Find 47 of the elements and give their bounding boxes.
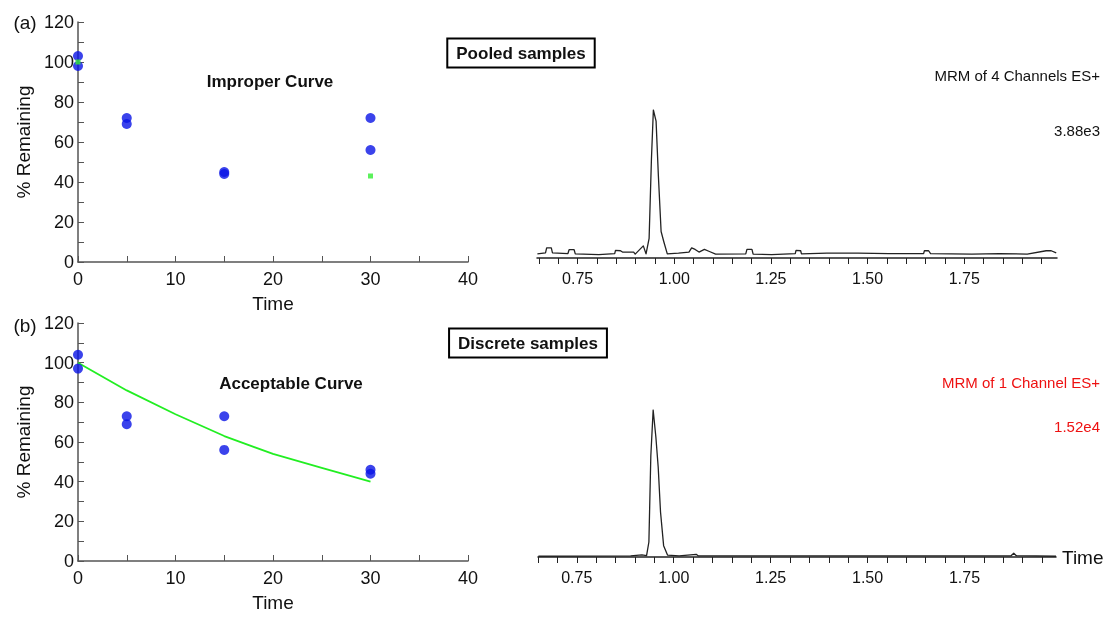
y-tick-label: 120	[43, 313, 74, 333]
y-axis-title: % Remaining	[13, 85, 34, 199]
y-tick-label: 80	[53, 92, 74, 112]
x-tick-label: 1.75	[948, 568, 981, 586]
x-axis-title: Time	[252, 592, 294, 613]
y-tick-label: 100	[43, 352, 74, 373]
x-tick-label: 1.25	[755, 568, 787, 586]
x-tick-label: 20	[262, 568, 284, 588]
annotation: 3.88e3	[1054, 121, 1100, 139]
x-tick-label: 20	[262, 269, 284, 289]
y-axis-title: % Remaining	[13, 385, 34, 499]
y-tick-label: 40	[53, 172, 74, 192]
y-tick-label: 100	[43, 52, 74, 72]
y-tick-label: 20	[53, 212, 74, 232]
y-tick-label: 0	[63, 551, 74, 571]
text: MRM of 4 Channels ES+	[934, 66, 1101, 84]
x-tick-label: 40	[457, 568, 479, 588]
x-axis-title: Time	[1062, 546, 1104, 568]
y-tick-label: 60	[53, 432, 74, 452]
annotation: Pooled samples	[456, 43, 586, 63]
x-tick-label: 1.50	[852, 568, 884, 586]
x-tick-label: 0.75	[562, 269, 594, 287]
annotation: Acceptable Curve	[219, 373, 363, 393]
text: (a)	[13, 11, 37, 33]
x-tick-label: 10	[165, 568, 186, 588]
y-tick-label: 60	[53, 132, 74, 152]
x-tick-label: 1.75	[948, 269, 980, 287]
x-tick-label: 40	[457, 269, 479, 289]
y-tick-label: 40	[53, 471, 74, 492]
x-axis-title: Time	[252, 293, 294, 314]
y-tick-label: 20	[53, 511, 74, 532]
x-tick-label: 30	[360, 568, 381, 588]
text: MRM of 1 Channel ES+	[942, 373, 1101, 391]
x-tick-label: 30	[360, 269, 381, 289]
x-tick-label: 1.25	[755, 269, 787, 287]
text: (b)	[13, 314, 37, 336]
y-tick-label: 120	[43, 12, 74, 32]
x-tick-label: 1.00	[658, 568, 690, 586]
x-tick-label: 1.50	[851, 269, 884, 287]
annotation: Improper Curve	[206, 71, 334, 91]
annotation: 1.52e4	[1054, 417, 1100, 435]
x-tick-label: 10	[165, 269, 186, 289]
annotation: Discrete samples	[458, 333, 598, 353]
y-tick-label: 80	[53, 392, 74, 413]
x-tick-label: 1.00	[658, 269, 690, 287]
y-tick-label: 0	[63, 252, 74, 272]
x-tick-label: 0.75	[561, 568, 593, 586]
